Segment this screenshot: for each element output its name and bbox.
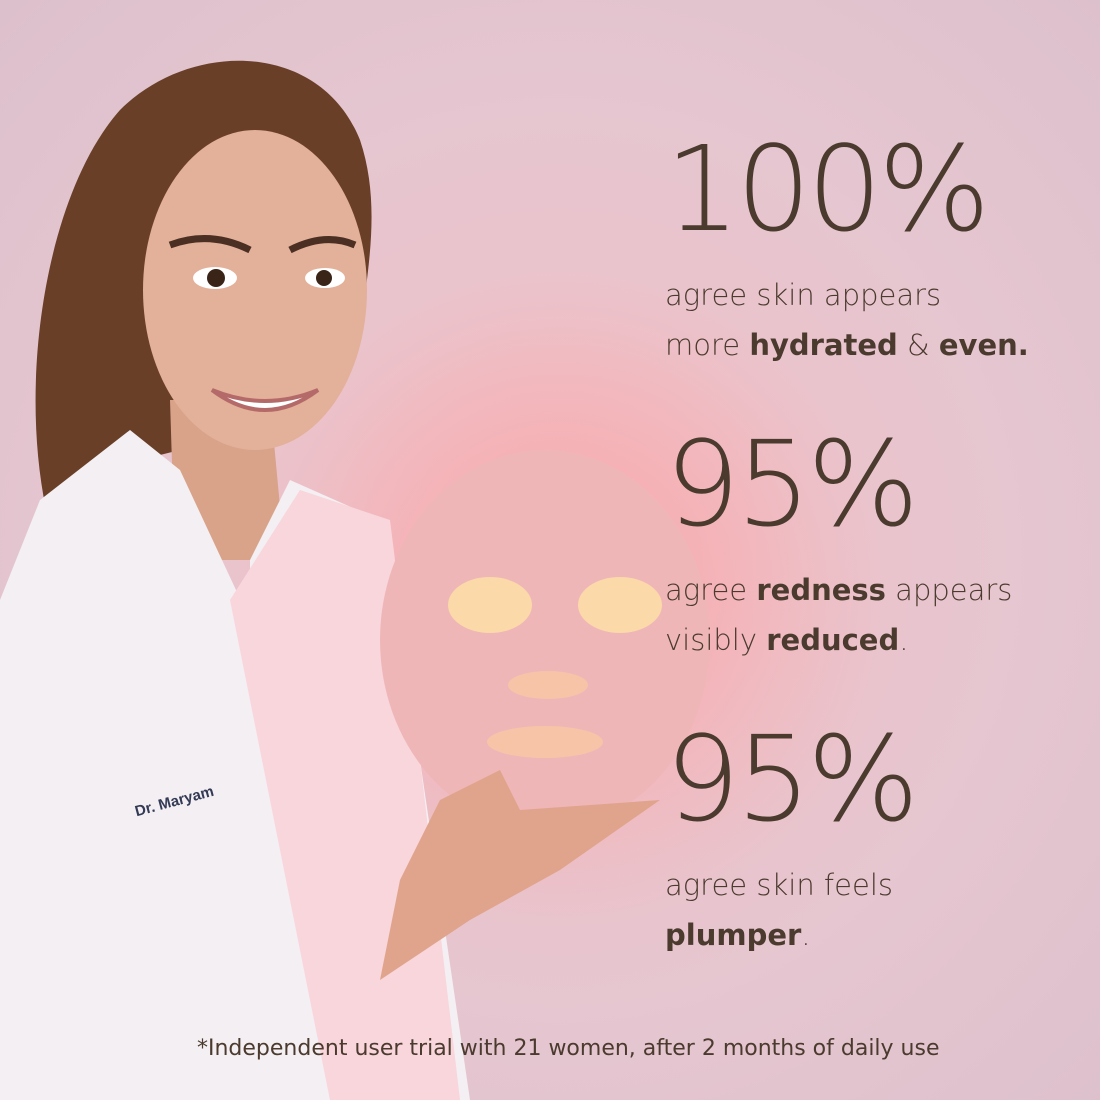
stat-value: 100%: [665, 120, 990, 258]
stat-description: agree skin feels plumper.: [665, 868, 893, 952]
stat-description: agree redness appears visibly reduced.: [665, 573, 1013, 657]
stat-value: 95%: [665, 415, 919, 553]
mask-eye-opening-right: [578, 577, 662, 633]
mask-eye-opening-left: [448, 577, 532, 633]
led-face-mask: [380, 450, 710, 830]
stat-description: agree skin appears more hydrated & even.: [665, 278, 1029, 362]
stat-plumper: 95% agree skin feels plumper.: [665, 710, 919, 960]
stat-value: 95%: [665, 710, 919, 848]
stat-hydrated: 100% agree skin appears more hydrated & …: [665, 130, 1029, 370]
face: [143, 130, 367, 450]
mask-mouth-opening: [487, 726, 603, 758]
footnote: *Independent user trial with 21 women, a…: [197, 1036, 940, 1061]
stat-redness: 95% agree redness appears visibly reduce…: [665, 425, 1012, 665]
hand: [380, 770, 660, 980]
mask-nose-opening: [508, 671, 588, 699]
